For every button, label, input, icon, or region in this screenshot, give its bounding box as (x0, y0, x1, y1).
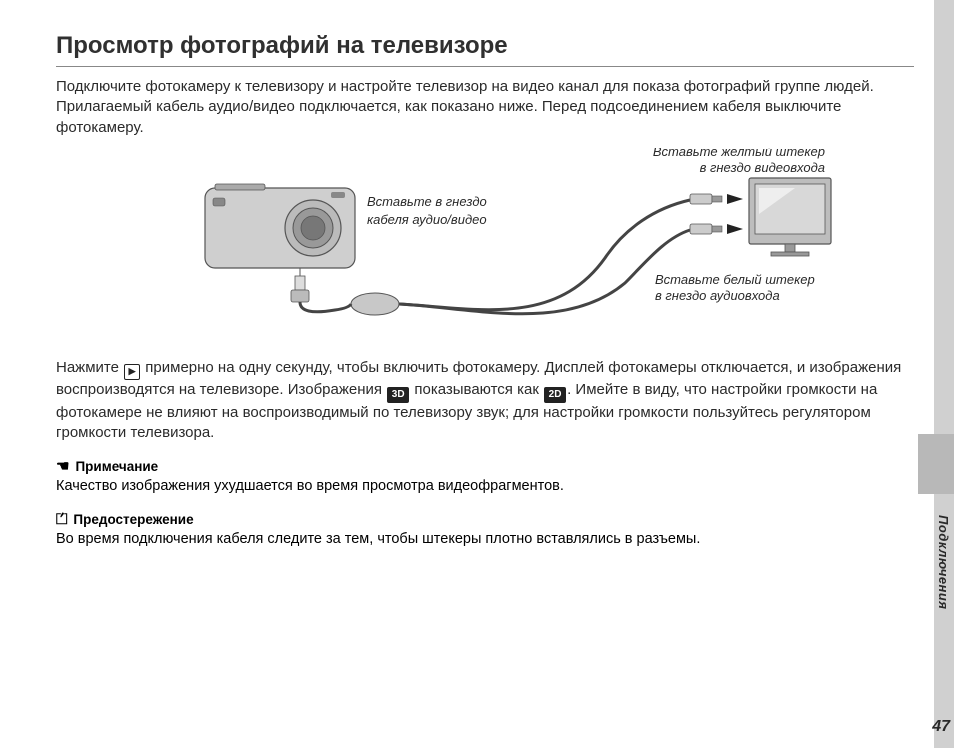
camera-port-label-1: Вставьте в гнездо (367, 194, 487, 209)
instr-text-3: показываются как (410, 381, 543, 398)
badge-2d-icon: 2D (544, 387, 566, 403)
rca-yellow-plug-icon (690, 194, 722, 204)
caution-body-text: Во время подключения кабеля следите за т… (56, 530, 914, 550)
page-title: Просмотр фотографий на телевизоре (56, 32, 914, 67)
instruction-paragraph: Нажмите примерно на одну секунду, чтобы … (56, 358, 914, 444)
rca-white-plug-icon (690, 224, 722, 234)
camera-icon (205, 184, 355, 268)
connection-diagram: Вставьте в гнездо кабеля аудио/видео (135, 148, 835, 344)
caution-icon: ⏍ (56, 511, 67, 528)
white-plug-label-2: в гнездо аудиовхода (655, 288, 780, 303)
badge-3d-icon: 3D (387, 387, 409, 403)
yellow-plug-label-1: Вставьте желтый штекер (653, 148, 825, 159)
yellow-plug-label-2: в гнездо видеовхода (700, 160, 825, 175)
side-gutter (934, 0, 954, 748)
note-body-text: Качество изображения ухудшается во время… (56, 477, 914, 497)
page-number: 47 (932, 718, 950, 736)
av-plug-icon (291, 276, 309, 302)
arrow-icon (727, 224, 743, 234)
caution-title-text: Предостережение (73, 512, 193, 527)
note-pointer-icon: ☚ (56, 457, 69, 475)
camera-port-label-2: кабеля аудио/видео (367, 212, 487, 227)
caution-block: ⏍ Предостережение Во время подключения к… (56, 511, 914, 550)
page-content: Просмотр фотографий на телевизоре Подклю… (0, 0, 954, 549)
tv-icon (749, 178, 831, 256)
side-tab-block (918, 434, 954, 494)
playback-button-icon (124, 364, 140, 380)
ferrite-core-icon (351, 293, 399, 315)
intro-paragraph: Подключите фотокамеру к телевизору и нас… (56, 77, 914, 138)
note-title-text: Примечание (75, 459, 158, 474)
instr-text-1: Нажмите (56, 359, 123, 376)
section-tab-label: Подключения (936, 515, 951, 610)
white-plug-label-1: Вставьте белый штекер (655, 272, 815, 287)
note-block: ☚ Примечание Качество изображения ухудша… (56, 457, 914, 497)
arrow-icon (727, 194, 743, 204)
